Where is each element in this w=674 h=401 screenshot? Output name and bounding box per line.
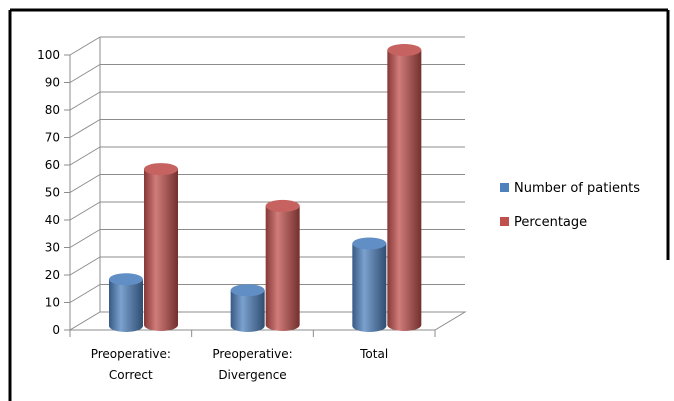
bar-2-0 (352, 237, 387, 332)
y-tick-label: 20 (45, 268, 60, 282)
bar-1-1 (265, 199, 300, 331)
y-tick-label: 70 (45, 131, 60, 145)
bar-top (387, 44, 422, 56)
y-tick-label: 90 (45, 76, 60, 90)
y-tick-label: 60 (45, 158, 60, 172)
gridline-diag (69, 64, 101, 83)
category-labels: Preoperative: Correct Preoperative: Diverge… (91, 347, 388, 382)
bar-body (387, 50, 422, 331)
bar-body (230, 290, 265, 332)
bar-body (265, 205, 300, 331)
gridline-diag (69, 174, 101, 193)
bar-2-1 (387, 44, 422, 331)
gridline-diag (69, 91, 101, 111)
bar-body (352, 243, 387, 332)
y-tick-label: 0 (52, 323, 60, 337)
bar-top (230, 284, 265, 297)
legend-label: Percentage (514, 215, 587, 230)
legend-item: Number of patients (500, 181, 640, 196)
bar-body (144, 169, 178, 331)
category-label: Preoperative: Divergence (212, 347, 292, 382)
axes (64, 37, 467, 337)
gridline-diag (69, 284, 101, 303)
legend-label: Number of patients (514, 181, 640, 196)
y-tick-label: 30 (45, 241, 60, 255)
bar-1-0 (230, 284, 265, 332)
gridline-diag (69, 229, 101, 248)
legend-item: Percentage (500, 215, 587, 230)
gridline-diag (69, 146, 101, 166)
bar-top (109, 273, 143, 286)
bar-top (352, 237, 387, 250)
y-tick-labels: 0 10 20 30 40 50 60 70 80 90 100 (37, 48, 60, 337)
bar-0-0 (109, 273, 143, 332)
legend-swatch (500, 217, 509, 226)
category-label: Preoperative: Correct (91, 347, 171, 382)
gridline-diag (69, 119, 101, 138)
legend: Number of patients Percentage (500, 181, 640, 230)
gridline-diag (69, 201, 101, 221)
bar-top (265, 199, 300, 212)
bar-top (144, 163, 178, 176)
y-tick-label: 10 (45, 296, 60, 310)
gridline-diag (69, 256, 101, 276)
bar-0-1 (144, 163, 178, 331)
y-tick-label: 100 (37, 48, 60, 62)
y-tick-label: 50 (45, 186, 60, 200)
category-label: Total (359, 347, 388, 361)
gridline-diag (69, 36, 101, 56)
y-tick-label: 40 (45, 213, 60, 227)
bars (109, 44, 422, 332)
legend-swatch (500, 183, 509, 192)
y-tick-label: 80 (45, 103, 60, 117)
bar-body (109, 279, 143, 332)
